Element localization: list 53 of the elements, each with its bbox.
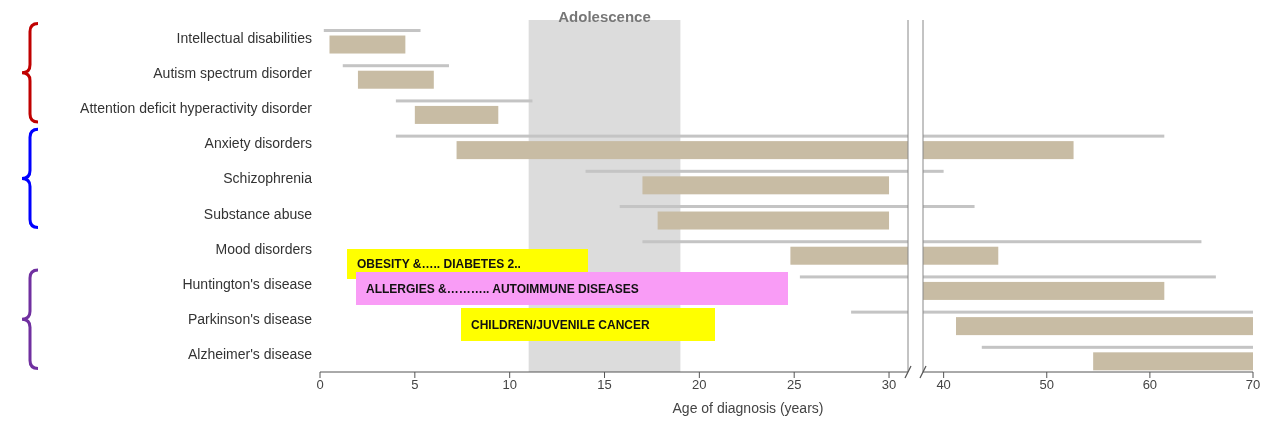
bar <box>619 205 908 209</box>
y-tick-label: Autism spectrum disorder <box>153 64 313 81</box>
y-tick-label: Intellectual disabilities <box>176 29 312 46</box>
x-tick-label: 60 <box>1142 377 1158 393</box>
y-tick-label: Schizophrenia <box>223 170 313 187</box>
bar <box>642 240 908 244</box>
bar <box>923 310 1253 314</box>
y-tick-label: Substance abuse <box>203 205 313 222</box>
bar <box>790 246 908 265</box>
y-tick-label: Anxiety disorders <box>204 135 312 152</box>
x-tick-label: 0 <box>316 377 324 393</box>
bar <box>799 275 908 279</box>
bar <box>923 281 1165 300</box>
bar <box>585 169 908 173</box>
x-tick-label: 30 <box>881 377 897 393</box>
bar <box>642 176 890 195</box>
bar <box>923 205 975 209</box>
y-tick-label: Parkinson's disease <box>187 311 313 328</box>
bar <box>923 240 1202 244</box>
bar <box>956 317 1253 336</box>
bar <box>342 64 449 68</box>
bar <box>657 211 890 230</box>
x-tick-label: 50 <box>1039 377 1054 393</box>
bar <box>456 141 908 160</box>
bar <box>323 29 421 33</box>
y-tick-label: Mood disorders <box>215 240 312 257</box>
x-tick-label: 15 <box>597 377 612 393</box>
bar <box>357 70 434 89</box>
bar <box>923 134 1165 138</box>
bar <box>1093 352 1253 371</box>
bar <box>395 134 908 138</box>
band-label: Adolescence <box>558 8 651 25</box>
x-axis-title: Age of diagnosis (years) <box>671 400 825 416</box>
bar <box>981 345 1253 349</box>
bar <box>923 169 944 173</box>
bar <box>851 310 908 314</box>
bar <box>923 141 1074 160</box>
x-tick-label: 10 <box>502 377 517 393</box>
y-tick-label: Attention deficit hyperactivity disorder <box>80 99 313 116</box>
bar <box>395 99 533 103</box>
y-tick-label: Alzheimer's disease <box>187 346 313 363</box>
y-tick-label: Huntington's disease <box>182 275 313 292</box>
x-tick-label: 40 <box>936 377 951 393</box>
highlight-label: CHILDREN/JUVENILE CANCER <box>461 308 715 341</box>
x-tick-label: 25 <box>786 377 802 393</box>
x-tick-label: 5 <box>411 377 419 393</box>
bar <box>414 105 499 124</box>
x-tick-label: 20 <box>692 377 707 393</box>
bar <box>329 35 406 54</box>
bar <box>923 275 1216 279</box>
highlight-label: ALLERGIES &……….. AUTOIMMUNE DISEASES <box>356 272 788 305</box>
bar <box>923 246 999 265</box>
x-tick-label: 70 <box>1245 377 1261 393</box>
